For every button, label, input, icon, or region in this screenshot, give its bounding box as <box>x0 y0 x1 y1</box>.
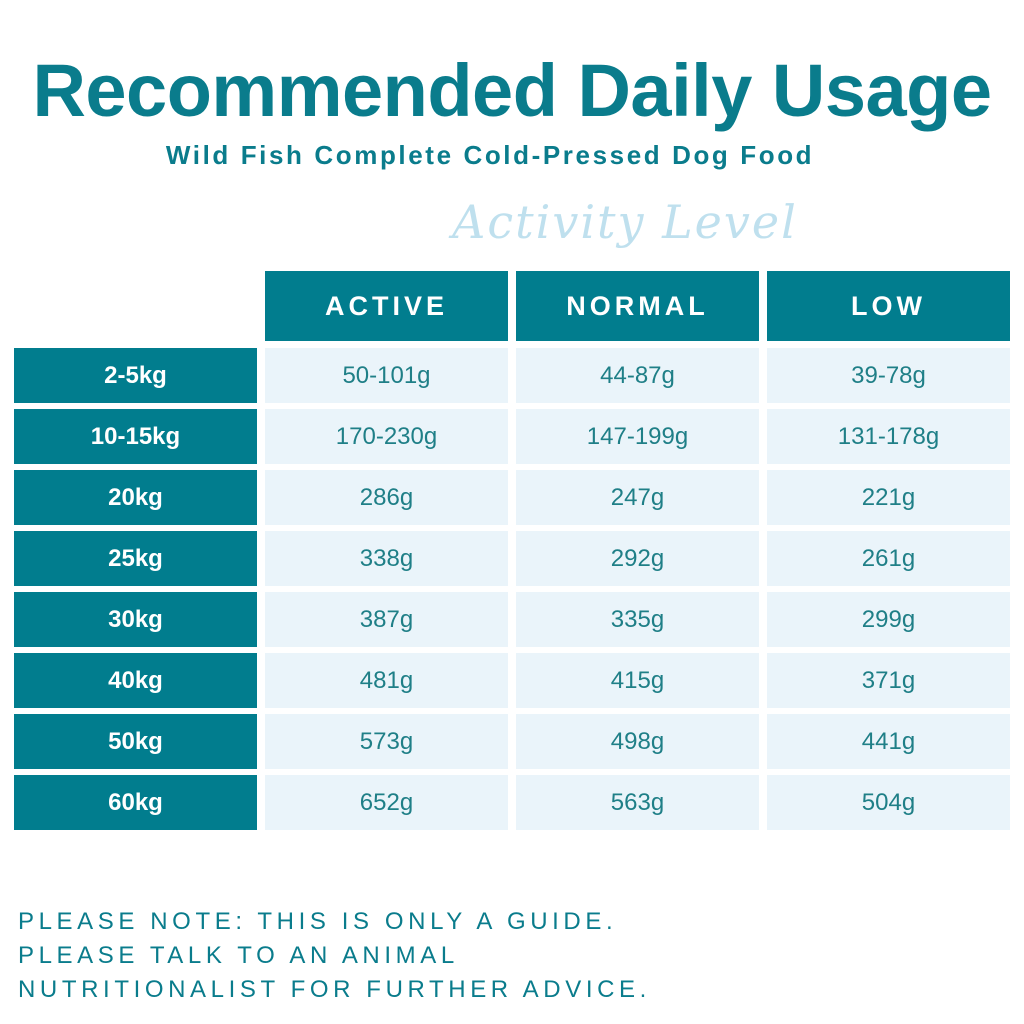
row-label: 2-5kg <box>14 348 257 403</box>
table-cell: 44-87g <box>516 348 759 403</box>
note-line: PLEASE TALK TO AN ANIMAL <box>18 942 459 969</box>
column-header: LOW <box>767 271 1010 341</box>
table-cell: 292g <box>516 531 759 586</box>
table-cell: 50-101g <box>265 348 508 403</box>
row-label: 40kg <box>14 653 257 708</box>
row-label: 25kg <box>14 531 257 586</box>
note-line: PLEASE NOTE: THIS IS ONLY A GUIDE. <box>18 908 618 935</box>
table-cell: 170-230g <box>265 409 508 464</box>
table-cell: 573g <box>265 714 508 769</box>
row-label: 10-15kg <box>14 409 257 464</box>
table-cell: 338g <box>265 531 508 586</box>
row-label: 20kg <box>14 470 257 525</box>
table-cell: 481g <box>265 653 508 708</box>
table-cell: 652g <box>265 775 508 830</box>
table-cell: 387g <box>265 592 508 647</box>
table-cell: 504g <box>767 775 1010 830</box>
table-cell: 441g <box>767 714 1010 769</box>
table-cell: 415g <box>516 653 759 708</box>
table-cell: 563g <box>516 775 759 830</box>
table-cell: 261g <box>767 531 1010 586</box>
subtitle: Wild Fish Complete Cold-Pressed Dog Food <box>165 140 815 170</box>
table-cell: 221g <box>767 470 1010 525</box>
row-label: 30kg <box>14 592 257 647</box>
table-cell: 247g <box>516 470 759 525</box>
table-cell: 299g <box>767 592 1010 647</box>
column-header: ACTIVE <box>265 271 508 341</box>
table-cell: 335g <box>516 592 759 647</box>
table-cell: 147-199g <box>516 409 759 464</box>
note-line: NUTRITIONALIST FOR FURTHER ADVICE. <box>18 976 651 1003</box>
row-label: 50kg <box>14 714 257 769</box>
table-cell: 39-78g <box>767 348 1010 403</box>
table-cell: 286g <box>265 470 508 525</box>
table-cell: 498g <box>516 714 759 769</box>
column-header: NORMAL <box>516 271 759 341</box>
row-label: 60kg <box>14 775 257 830</box>
script-heading: Activity Level <box>452 195 798 249</box>
table-cell: 371g <box>767 653 1010 708</box>
title: Recommended Daily Usage <box>32 49 992 132</box>
table-cell: 131-178g <box>767 409 1010 464</box>
